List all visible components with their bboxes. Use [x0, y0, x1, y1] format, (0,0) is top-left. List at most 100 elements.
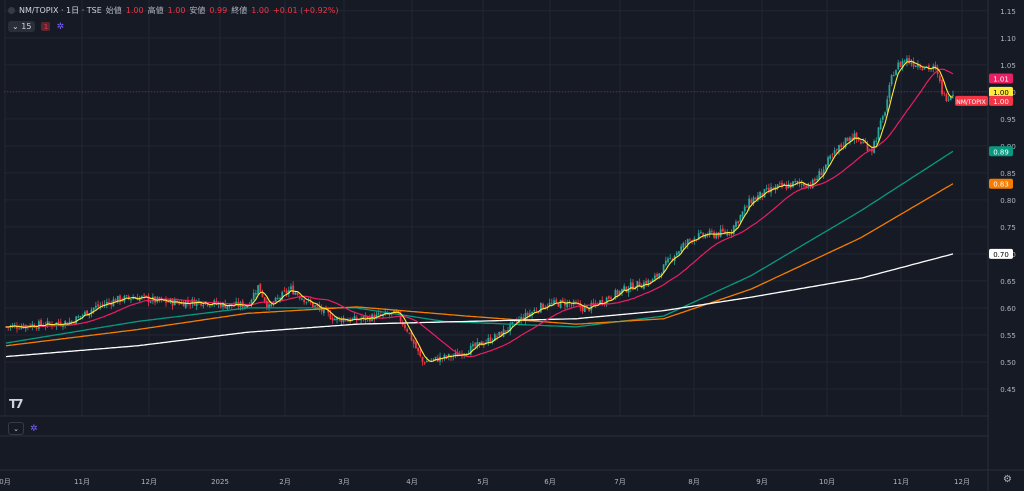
candle-body: [566, 301, 569, 308]
candle-body: [498, 331, 501, 336]
candle-body: [331, 318, 334, 321]
candle-body: [81, 315, 84, 316]
candle-body: [430, 360, 433, 362]
candle-body: [822, 169, 825, 176]
candle-body: [529, 313, 531, 317]
candle-body: [588, 307, 591, 311]
candle-body: [669, 258, 672, 259]
candle-body: [119, 295, 121, 302]
candle-body: [590, 302, 593, 311]
candle-body: [401, 322, 404, 325]
candle-body: [945, 94, 948, 102]
candle-body: [700, 232, 702, 233]
candle-body: [353, 316, 356, 320]
candle-body: [342, 318, 345, 322]
x-tick-label: 11月: [74, 478, 90, 486]
candle-body: [550, 302, 553, 304]
candle-body: [27, 325, 29, 327]
gear-icon[interactable]: ✲: [56, 21, 64, 32]
candle-body: [917, 63, 919, 67]
low-label: 安値: [189, 6, 206, 15]
candle-body: [840, 144, 843, 148]
candle-body: [542, 303, 544, 309]
candle-body: [829, 155, 832, 159]
candle-body: [410, 331, 413, 341]
y-tick-label: 1.15: [1000, 8, 1016, 16]
candle-body: [77, 316, 80, 318]
gear-icon[interactable]: ✲: [30, 423, 38, 434]
indicator-badge[interactable]: 1: [41, 22, 51, 31]
candle-body: [66, 322, 69, 325]
chart-header: NM/TOPIX · 1日 · TSE 始値 1.00 高値 1.00 安値 0.99…: [8, 5, 338, 16]
candle-body: [366, 316, 369, 319]
chevron-down-icon[interactable]: ⌄: [8, 422, 24, 435]
candle-body: [434, 356, 437, 359]
candle-body: [18, 328, 21, 330]
candle-body: [393, 310, 395, 314]
price-label-bg: [989, 178, 1013, 189]
price-label: 0.70: [993, 251, 1009, 259]
candle-body: [116, 295, 119, 303]
x-tick-label: 10月: [819, 478, 835, 486]
candle-body: [792, 181, 794, 187]
candle-body: [469, 345, 472, 355]
candle-body: [693, 238, 696, 242]
candle-body: [482, 344, 485, 346]
candle-body: [314, 305, 316, 307]
y-tick-label: 0.80: [1000, 197, 1016, 205]
candle-body: [947, 99, 950, 101]
candle-body: [794, 181, 797, 183]
candle-body: [404, 324, 406, 329]
candle-body: [651, 279, 654, 282]
x-tick-label: 12月: [141, 478, 157, 486]
candle-body: [285, 290, 288, 294]
candle-body: [421, 356, 424, 362]
candle-body: [636, 280, 639, 288]
y-tick-label: 0.55: [1000, 332, 1016, 340]
candle-body: [581, 306, 584, 311]
candle-body: [927, 65, 930, 70]
candle-body: [301, 298, 303, 300]
candle-body: [86, 310, 89, 316]
candle-body: [347, 320, 349, 322]
candle-body: [265, 301, 268, 308]
candle-body: [649, 280, 652, 282]
candle-body: [914, 65, 917, 68]
candle-body: [803, 182, 805, 187]
price-label-bg: [989, 73, 1013, 84]
candle-body: [811, 179, 814, 188]
interval-toggle-button[interactable]: ⌄ 15: [8, 21, 36, 32]
candle-body: [890, 75, 893, 85]
candle-body: [824, 164, 827, 170]
candle-body: [614, 290, 617, 299]
candle-body: [564, 301, 566, 306]
candle-body: [213, 300, 216, 304]
candle-body: [318, 305, 321, 309]
candle-body: [570, 304, 573, 306]
candle-body: [268, 304, 270, 308]
candle-body: [763, 189, 766, 198]
candle-body: [377, 313, 380, 315]
candle-body: [625, 286, 628, 293]
candle-body: [244, 306, 246, 308]
interval-badge: 15: [21, 22, 32, 31]
candle-body: [35, 327, 38, 329]
candle-body: [682, 243, 685, 248]
candle-body: [522, 317, 525, 321]
candle-body: [675, 252, 678, 256]
settings-icon[interactable]: ⚙: [1003, 474, 1012, 485]
candle-body: [149, 301, 152, 303]
candle-body: [910, 62, 913, 64]
candle-body: [290, 286, 292, 290]
x-tick-label: 6月: [544, 478, 555, 486]
candle-body: [752, 197, 755, 204]
candle-body: [594, 302, 597, 304]
candle-body: [327, 310, 330, 313]
candle-body: [487, 338, 490, 342]
candle-body: [561, 299, 564, 301]
candle-body: [535, 310, 538, 312]
symbol-title[interactable]: NM/TOPIX · 1日 · TSE: [19, 6, 102, 15]
candle-body: [746, 206, 748, 208]
x-tick-label: 9月: [756, 478, 767, 486]
